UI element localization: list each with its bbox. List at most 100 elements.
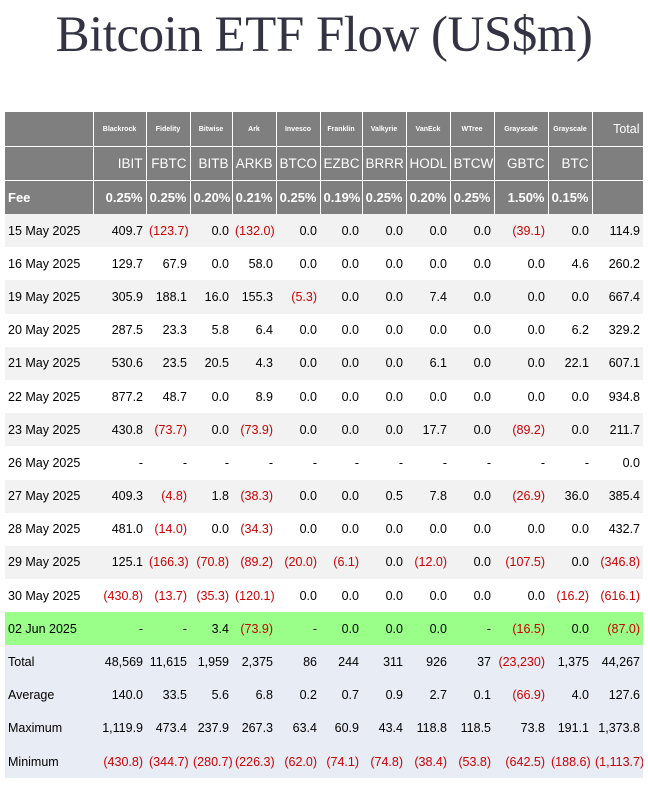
flow-cell: (107.5) — [494, 545, 548, 580]
stats-cell: (62.0) — [276, 745, 320, 779]
stats-cell: 473.4 — [146, 711, 190, 745]
flow-cell: 409.7 — [93, 214, 146, 248]
ticker-header: BTC — [548, 146, 593, 181]
table-row: 30 May 2025 (430.8) (13.7) (35.3) (120.1) 0.0… — [5, 579, 643, 613]
fee-cell: 0.20% — [406, 180, 451, 214]
flow-cell: 0.0 — [190, 413, 232, 447]
flow-cell: 23.3 — [146, 313, 190, 347]
issuer-header-row: Blackrock Fidelity Bitwise Ark Invesco Frankl… — [5, 112, 644, 147]
flow-cell: 0.0 — [406, 512, 450, 546]
flow-cell: 16.0 — [190, 280, 232, 314]
flow-cell: (12.0) — [406, 545, 450, 580]
ticker-header: IBIT — [93, 146, 147, 181]
stats-cell: (188.6) — [548, 745, 592, 779]
row-total-cell: (616.1) — [592, 579, 643, 613]
table-row: 20 May 2025 287.5 23.3 5.8 6.4 0.0 0.0 0.0 0.0 0.… — [5, 313, 643, 347]
flow-cell: 0.0 — [450, 379, 494, 414]
ticker-header: BTCW — [450, 146, 495, 181]
flow-cell: (5.3) — [276, 280, 320, 314]
stats-cell: 73.8 — [494, 711, 548, 745]
stats-cell: 926 — [406, 645, 450, 679]
stats-total-cell: 44,267 — [592, 645, 643, 679]
flow-cell: - — [232, 446, 276, 480]
ticker-header-row: IBIT FBTC BITB ARKB BTCO EZBC BRRR HODL BTCW GBTC… — [5, 146, 644, 181]
issuer-header: Franklin — [320, 112, 363, 147]
stats-total-cell: (1,113.7) — [592, 745, 643, 779]
flow-cell: 0.0 — [362, 214, 406, 248]
table-row: 21 May 2025 530.6 23.5 20.5 4.3 0.0 0.0 0.0 6.1 0… — [5, 346, 643, 380]
flow-cell: (89.2) — [232, 545, 276, 580]
table-row: 26 May 2025- - - - - - - - - - -0.0 — [5, 446, 643, 480]
row-total-cell: 0.0 — [592, 446, 643, 480]
flow-cell: 0.0 — [494, 247, 548, 281]
stats-cell: 1,375 — [548, 645, 592, 679]
flow-cell: 0.0 — [320, 247, 362, 281]
stats-cell: 48,569 — [93, 645, 146, 679]
flow-cell: 5.8 — [190, 313, 232, 347]
date-cell: 29 May 2025 — [5, 545, 93, 580]
stats-cell: 0.7 — [320, 678, 362, 712]
flow-cell: 0.0 — [406, 214, 450, 248]
stats-cell: 11,615 — [146, 645, 190, 679]
flow-cell: (16.5) — [494, 612, 548, 646]
flow-cell: 0.0 — [362, 512, 406, 546]
stats-cell: (226.3) — [232, 745, 276, 779]
stats-cell: 0.1 — [450, 678, 494, 712]
flow-cell: (14.0) — [146, 512, 190, 546]
flow-cell: 0.0 — [320, 612, 362, 646]
flow-cell: - — [276, 446, 320, 480]
flow-cell: 20.5 — [190, 346, 232, 380]
date-cell: 19 May 2025 — [5, 280, 93, 314]
flow-cell: 481.0 — [93, 512, 146, 546]
fee-header-row: Fee 0.25% 0.25% 0.20% 0.21% 0.25% 0.19% 0.25% 0.… — [5, 180, 644, 214]
stats-cell: (344.7) — [146, 745, 190, 779]
fee-cell: 0.15% — [548, 180, 593, 214]
issuer-header: Blackrock — [93, 112, 147, 147]
header-blank-cell — [592, 146, 644, 181]
ticker-header: EZBC — [320, 146, 363, 181]
flow-cell: 188.1 — [146, 280, 190, 314]
flow-cell: (70.8) — [190, 545, 232, 580]
flow-cell: 0.0 — [362, 247, 406, 281]
flow-cell: 0.0 — [276, 579, 320, 613]
flow-cell: 0.0 — [320, 413, 362, 447]
row-total-cell: (346.8) — [592, 545, 643, 580]
flow-cell: 0.0 — [450, 512, 494, 546]
flow-cell: 67.9 — [146, 247, 190, 281]
flow-cell: (123.7) — [146, 214, 190, 248]
date-cell: 27 May 2025 — [5, 479, 93, 513]
flow-cell: 0.0 — [494, 579, 548, 613]
flow-cell: 530.6 — [93, 346, 146, 380]
header-blank-cell — [5, 146, 94, 181]
flow-cell: - — [362, 446, 406, 480]
issuer-header: WTree — [450, 112, 495, 147]
flow-cell: 305.9 — [93, 280, 146, 314]
stats-label: Maximum — [5, 711, 93, 745]
flow-cell: 0.0 — [190, 379, 232, 414]
flow-cell: 0.0 — [276, 512, 320, 546]
flow-cell: (132.0) — [232, 214, 276, 248]
flow-cell: 0.0 — [548, 612, 592, 646]
row-total-cell: 329.2 — [592, 313, 643, 347]
stats-cell: 244 — [320, 645, 362, 679]
flow-cell: 7.4 — [406, 280, 450, 314]
flow-cell: 22.1 — [548, 346, 592, 380]
flow-cell: (120.1) — [232, 579, 276, 613]
flow-cell: 155.3 — [232, 280, 276, 314]
ticker-header: FBTC — [146, 146, 191, 181]
flow-cell: 6.4 — [232, 313, 276, 347]
flow-cell: 23.5 — [146, 346, 190, 380]
fee-cell: 0.20% — [190, 180, 233, 214]
date-cell: 28 May 2025 — [5, 512, 93, 546]
flow-cell: 0.0 — [190, 214, 232, 248]
flow-cell: 4.6 — [548, 247, 592, 281]
flow-cell: 430.8 — [93, 413, 146, 447]
fee-cell: 0.21% — [232, 180, 277, 214]
flow-cell: 0.0 — [362, 612, 406, 646]
date-cell: 30 May 2025 — [5, 579, 93, 613]
flow-cell: - — [548, 446, 592, 480]
stats-cell: 237.9 — [190, 711, 232, 745]
flow-cell: (16.2) — [548, 579, 592, 613]
row-total-cell: 211.7 — [592, 413, 643, 447]
issuer-header: Grayscale — [548, 112, 593, 147]
